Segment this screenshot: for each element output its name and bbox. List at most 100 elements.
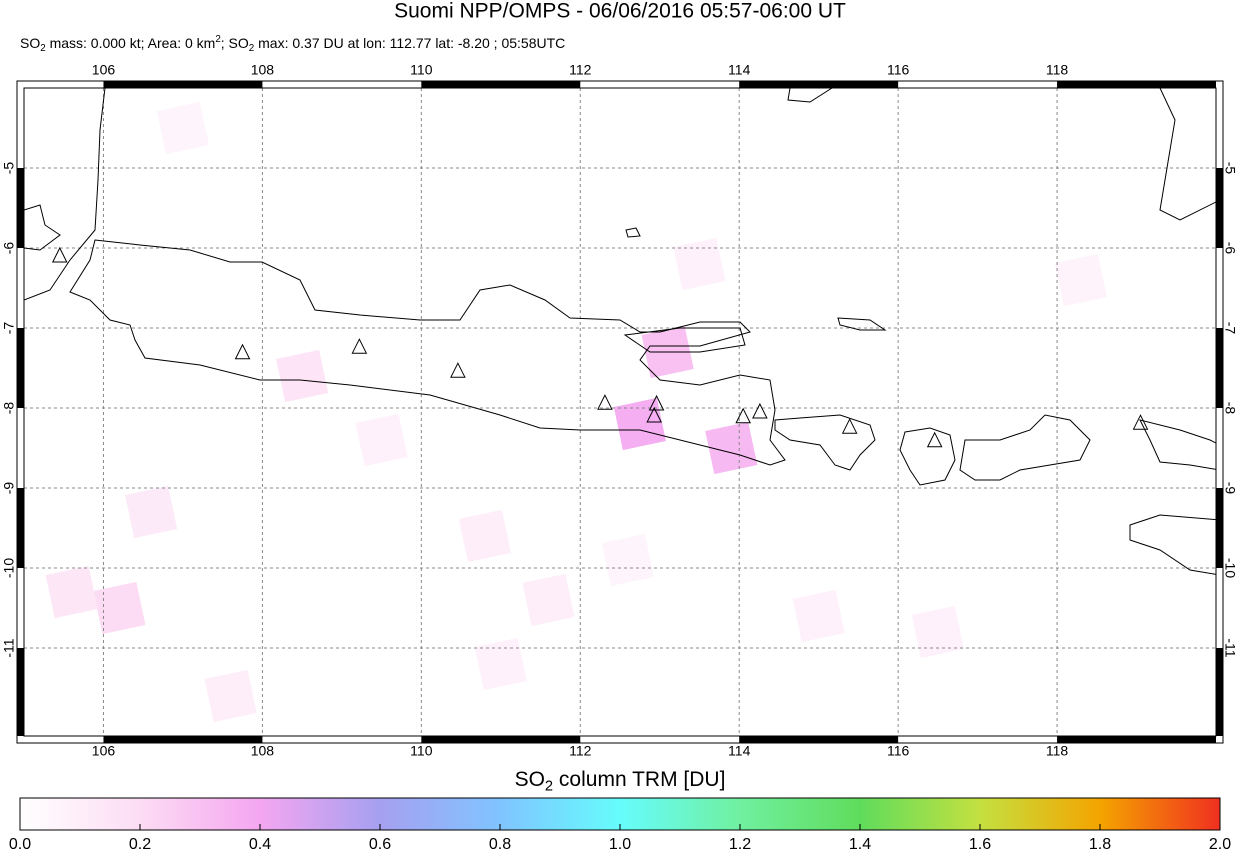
so2-pixel xyxy=(1054,253,1107,307)
so2-pixel xyxy=(705,421,758,475)
volcano-marker xyxy=(648,394,665,411)
y-tick-label: -8 xyxy=(1,402,17,415)
so2-pixel xyxy=(474,637,527,691)
volcano-marker xyxy=(1132,414,1149,430)
coastline xyxy=(787,88,833,103)
subscript: 2 xyxy=(545,778,553,794)
colorbar-label: SO2 column TRM [DU] xyxy=(515,768,726,795)
so2-pixel xyxy=(458,509,511,563)
frame-band xyxy=(1057,81,1216,88)
coastline xyxy=(24,204,61,251)
coastline xyxy=(837,317,887,331)
grid xyxy=(24,88,1216,736)
frame-band xyxy=(1216,648,1223,736)
frame-band xyxy=(103,736,263,743)
volcano-marker xyxy=(234,343,251,360)
coastline xyxy=(24,88,106,301)
x-tick-label: 112 xyxy=(569,62,592,78)
y-tick-label: -6 xyxy=(1,242,17,255)
coastline xyxy=(69,239,786,466)
x-tick-label: 116 xyxy=(887,62,910,78)
colorbar-tick-label: 0.6 xyxy=(369,836,391,853)
y-tick-label: -11 xyxy=(1,638,17,657)
volcano-marker xyxy=(646,406,662,423)
text-segment: SO xyxy=(20,35,40,51)
x-tick-label: 110 xyxy=(410,743,433,759)
x-tick-label: 106 xyxy=(92,62,116,78)
x-tick-label: 108 xyxy=(251,62,275,78)
x-tick-label: 106 xyxy=(92,743,116,759)
frame-band xyxy=(17,648,24,736)
coastline xyxy=(623,327,746,353)
x-tick-label: 116 xyxy=(887,743,910,759)
text-segment: ; SO xyxy=(221,35,249,51)
y-tick-label: -9 xyxy=(1222,482,1238,495)
so2-pixel xyxy=(911,605,964,659)
so2-pixel xyxy=(355,413,408,467)
coastline xyxy=(625,227,641,238)
volcano-marker xyxy=(752,402,768,419)
x-tick-label: 110 xyxy=(410,62,433,78)
frame-band xyxy=(421,81,581,88)
x-tick-label: 118 xyxy=(1046,62,1069,78)
text-segment: max: 0.37 DU at lon: 112.77 lat: -8.20 ;… xyxy=(254,35,565,51)
frame-band xyxy=(17,488,24,568)
colorbar-tick-label: 1.4 xyxy=(849,836,871,853)
so2-pixel xyxy=(93,581,146,635)
coastline xyxy=(774,414,876,471)
text-segment: SO xyxy=(515,768,545,791)
y-tick-label: -11 xyxy=(1222,638,1238,657)
frame-band xyxy=(1216,488,1223,568)
volcano-marker xyxy=(597,394,613,410)
y-tick-label: -10 xyxy=(1222,558,1238,578)
coastline xyxy=(899,427,956,486)
coastline xyxy=(1159,88,1216,221)
so2-layer xyxy=(45,101,1107,723)
coastline xyxy=(1129,514,1216,575)
y-tick-label: -8 xyxy=(1222,402,1238,415)
text-segment: column TRM [DU] xyxy=(553,768,725,791)
colorbar-tick-label: 2.0 xyxy=(1209,836,1231,853)
colorbar-tick-label: 0.2 xyxy=(129,836,151,853)
frame-band xyxy=(103,81,263,88)
so2-pixel xyxy=(792,589,845,643)
x-tick-label: 118 xyxy=(1046,743,1069,759)
frame-band xyxy=(421,736,581,743)
colorbar-tick-label: 1.8 xyxy=(1089,836,1111,853)
so2-pixel xyxy=(673,237,726,291)
x-tick-label: 114 xyxy=(728,743,751,759)
so2-pixel xyxy=(613,397,666,451)
frame-band xyxy=(739,81,899,88)
colorbar-tick-label: 1.2 xyxy=(729,836,751,853)
volcano-marker xyxy=(735,407,751,424)
volcano-marker xyxy=(351,338,368,354)
so2-pixel xyxy=(522,573,575,627)
coastline xyxy=(1139,419,1216,470)
colorbar-tick-label: 0.4 xyxy=(249,836,271,853)
so2-pixel xyxy=(276,349,329,403)
frame-border xyxy=(16,80,1224,744)
x-tick-label: 112 xyxy=(569,743,592,759)
volcano-layer xyxy=(51,246,1149,448)
subscript: 2 xyxy=(249,43,254,54)
superscript: 2 xyxy=(215,34,220,45)
so2-pixel xyxy=(204,669,257,723)
volcano-marker xyxy=(926,431,943,448)
frame-band xyxy=(1216,328,1223,408)
map-title: Suomi NPP/OMPS - 06/06/2016 05:57-06:00 … xyxy=(394,0,846,23)
volcano-marker xyxy=(450,362,466,378)
y-tick-label: -5 xyxy=(1222,162,1238,175)
text-segment: mass: 0.000 kt; Area: 0 km xyxy=(46,35,216,51)
colorbar: 0.0 0.2 0.4 0.6 0.8 1.0 1.2 1.4 1.6 1.8 2.0 xyxy=(9,797,1231,853)
frame-band xyxy=(17,328,24,408)
y-tick-label: -7 xyxy=(1222,322,1238,335)
x-tick-label: 114 xyxy=(728,62,751,78)
y-tick-label: -9 xyxy=(1,482,17,495)
frame-band xyxy=(17,168,24,248)
volcano-marker xyxy=(841,418,858,434)
so2-pixel xyxy=(125,485,178,539)
subscript: 2 xyxy=(40,43,45,54)
frame-band xyxy=(1216,168,1223,248)
y-tick-label: -7 xyxy=(1,322,17,335)
colorbar-tick-label: 1.0 xyxy=(609,836,631,853)
